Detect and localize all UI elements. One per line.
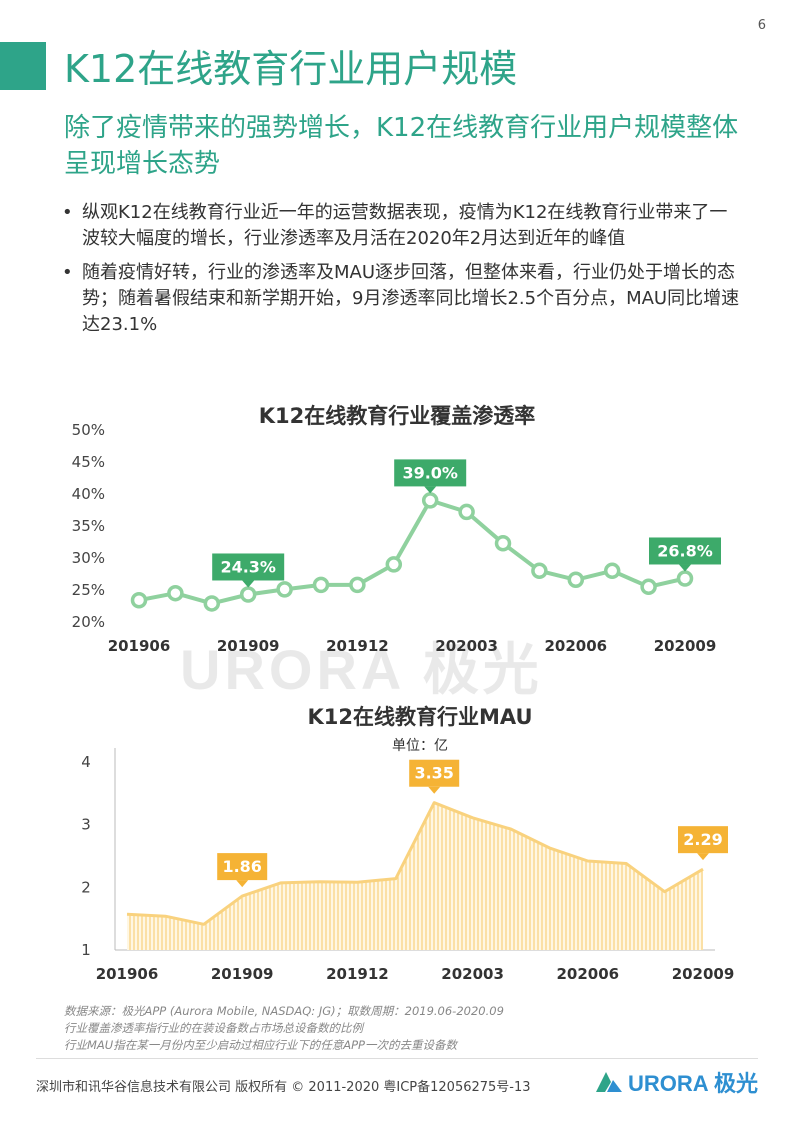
page-subtitle: 除了疫情带来的强势增长，K12在线教育行业用户规模整体呈现增长态势: [64, 113, 739, 179]
x-tick-label: 201906: [108, 637, 171, 655]
y-tick-label: 20%: [72, 613, 105, 631]
y-tick-label: 25%: [72, 581, 105, 599]
data-point-marker: [312, 576, 330, 594]
x-tick-label: 201906: [96, 965, 159, 983]
y-tick-label: 2: [81, 878, 91, 896]
data-label-box: [217, 853, 268, 881]
data-point-marker: [603, 562, 621, 580]
x-tick-label: 202006: [556, 965, 619, 983]
data-label-pointer: [236, 880, 249, 888]
data-point-marker: [494, 535, 512, 552]
page-number: 6: [757, 18, 766, 33]
chart-unit-label: 单位：亿: [392, 738, 448, 754]
y-tick-label: 35%: [72, 517, 105, 535]
footer-copyright: 深圳市和讯华谷信息技术有限公司 版权所有 © 2011-2020 粤ICP备12…: [36, 1080, 531, 1095]
data-label-pointer: [679, 564, 691, 572]
bullet-item: • 随着疫情好转，行业的渗透率及MAU逐步回落，但整体来看，行业仍处于增长的态势…: [62, 260, 742, 338]
data-label-pointer: [697, 853, 709, 861]
mau-chart: K12在线教育行业MAU 单位：亿 1 2 3 4 201906 201909 201912 20…: [81, 705, 735, 983]
y-tick-label: 45%: [72, 453, 105, 471]
y-tick-label: 1: [81, 941, 91, 959]
data-label: 26.8%: [657, 541, 713, 560]
definition-note: 行业覆盖渗透率指行业的在装设备数占市场总设备数的比例: [64, 1021, 363, 1035]
bullet-text: 随着疫情好转，行业的渗透率及MAU逐步回落，但整体来看，行业仍处于增长的态势；随…: [82, 262, 740, 335]
y-tick-label: 40%: [72, 485, 105, 503]
data-point-marker: [130, 591, 148, 609]
data-point-marker: [167, 584, 184, 602]
x-tick-label: 201909: [217, 637, 280, 655]
penetration-line: [138, 498, 686, 606]
y-tick-label: 30%: [72, 549, 105, 567]
x-tick-label: 202003: [441, 965, 504, 983]
x-tick-label: 201912: [326, 637, 389, 655]
mau-line: [126, 801, 704, 926]
data-point-marker: [640, 578, 657, 596]
data-label: 24.3%: [220, 557, 276, 576]
data-label: 39.0%: [402, 463, 458, 482]
x-tick-label: 202006: [544, 637, 607, 655]
data-point-marker: [203, 595, 221, 612]
data-label-pointer: [424, 486, 437, 494]
source-notes: 数据来源：极光APP (Aurora Mobile, NASDAQ: JG)；取…: [64, 1003, 504, 1054]
footer-logo: URORA 极光: [594, 1066, 758, 1098]
x-tick-label: 201912: [326, 965, 389, 983]
data-point-marker: [531, 562, 548, 580]
data-label-box: [678, 826, 728, 854]
data-label: 3.35: [414, 764, 453, 783]
data-point-marker: [239, 586, 257, 603]
chart-title: K12在线教育行业MAU: [307, 705, 532, 729]
data-label-box: [394, 459, 467, 487]
bullet-dot: •: [62, 202, 73, 223]
data-label-box: [409, 759, 460, 787]
y-tick-label: 3: [81, 816, 91, 834]
source-note: 数据来源：极光APP (Aurora Mobile, NASDAQ: JG)；取…: [64, 1004, 504, 1018]
bullet-text: 纵观K12在线教育行业近一年的运营数据表现，疫情为K12在线教育行业带来了一波较…: [82, 202, 728, 249]
bullet-list: • 纵观K12在线教育行业近一年的运营数据表现，疫情为K12在线教育行业带来了一…: [62, 200, 742, 346]
data-point-marker: [421, 492, 439, 509]
mau-area-fill: [127, 802, 703, 950]
data-point-marker: [567, 571, 585, 589]
data-label-pointer: [428, 786, 441, 794]
title-accent-bar: [0, 42, 46, 90]
footer-logo-text: URORA 极光: [628, 1071, 758, 1096]
data-label-box: [212, 553, 285, 581]
data-label-pointer: [242, 580, 255, 588]
y-tick-label: 4: [81, 753, 91, 771]
chart-title: K12在线教育行业覆盖渗透率: [259, 404, 536, 428]
data-point-marker: [458, 503, 475, 521]
data-point-marker: [385, 556, 403, 573]
bullet-dot: •: [62, 262, 73, 283]
bullet-item: • 纵观K12在线教育行业近一年的运营数据表现，疫情为K12在线教育行业带来了一…: [62, 200, 742, 252]
data-point-marker: [276, 581, 293, 598]
penetration-rate-chart: K12在线教育行业覆盖渗透率 20% 25% 30% 35% 40% 45% 50% 20190…: [72, 404, 721, 655]
x-tick-label: 202009: [672, 965, 735, 983]
aurora-logo-icon: [596, 1072, 623, 1092]
data-label: 1.86: [222, 857, 261, 876]
data-label-box: [649, 537, 721, 565]
watermark-logo: URORA 极光: [180, 638, 543, 701]
footer-divider: [36, 1058, 758, 1059]
x-tick-label: 202009: [654, 637, 717, 655]
x-tick-label: 202003: [435, 637, 498, 655]
data-point-marker: [676, 570, 694, 587]
data-point-marker: [349, 576, 366, 594]
page-title: K12在线教育行业用户规模: [64, 47, 518, 91]
x-tick-label: 201909: [211, 965, 274, 983]
data-label: 2.29: [683, 830, 722, 849]
definition-note: 行业MAU指在某一月份内至少启动过相应行业下的任意APP一次的去重设备数: [64, 1038, 457, 1052]
y-tick-label: 50%: [72, 421, 105, 439]
